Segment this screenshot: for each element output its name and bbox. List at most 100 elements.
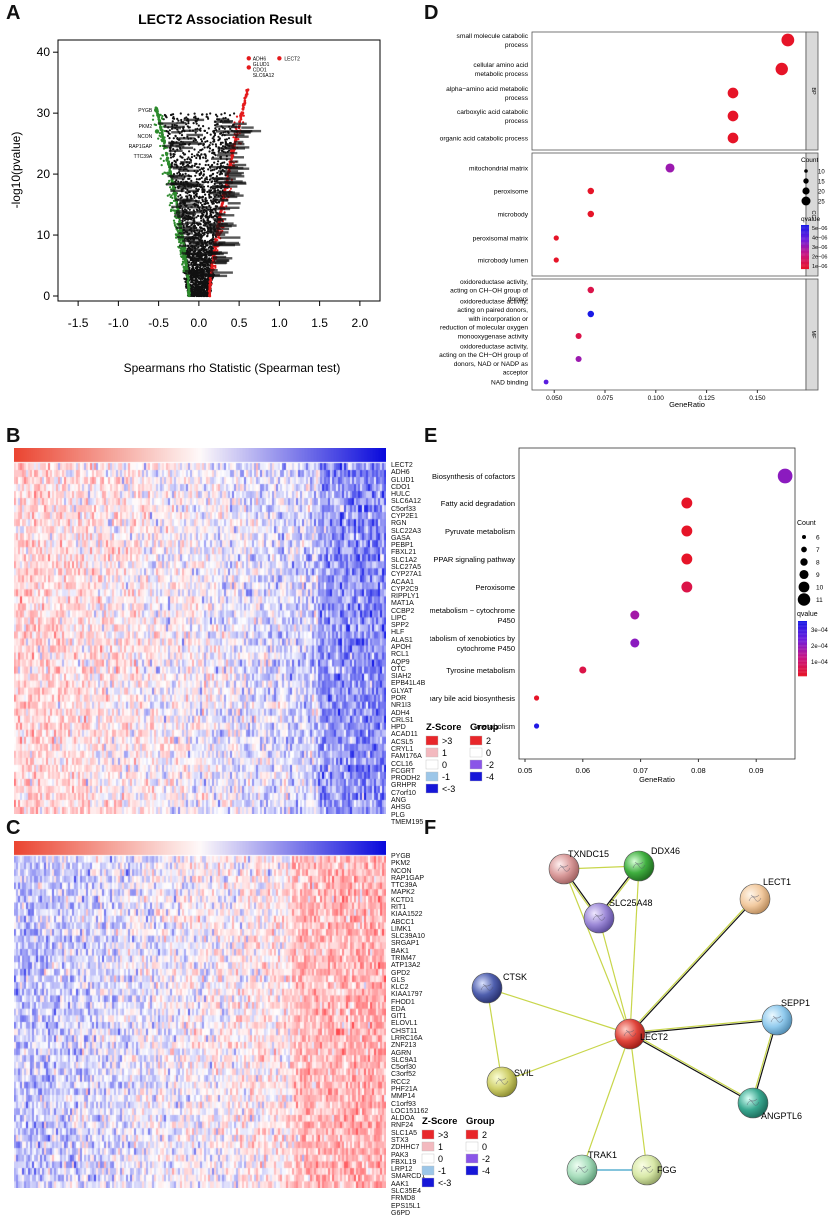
network-edge bbox=[501, 1033, 631, 1083]
volcano-point bbox=[172, 173, 176, 176]
volcano-label-clutter bbox=[212, 233, 226, 236]
volcano-point bbox=[201, 293, 204, 296]
volcano-point bbox=[172, 137, 175, 140]
volcano-label-clutter bbox=[213, 120, 231, 123]
volcano-point bbox=[184, 278, 187, 281]
volcano-point bbox=[184, 280, 187, 283]
go-q-label: 4e−06 bbox=[812, 236, 827, 242]
volcano-point bbox=[195, 122, 198, 125]
volcano-point bbox=[207, 208, 210, 211]
heatmap-gene-label: PKM2 bbox=[391, 860, 411, 868]
volcano-sig-pos bbox=[241, 108, 245, 111]
kegg-q-gradient-band bbox=[798, 652, 807, 654]
volcano-point bbox=[214, 127, 217, 130]
network-node-ctsk[interactable]: CTSK bbox=[471, 972, 527, 1004]
volcano-point bbox=[183, 208, 187, 211]
go-term-label: monooxygenase activity bbox=[458, 334, 529, 341]
go-term-label: donors bbox=[508, 296, 529, 303]
heatmap-gene-label: PEBP1 bbox=[391, 542, 414, 550]
network-node-fgg[interactable]: FGG bbox=[631, 1154, 677, 1186]
network-node-lect2[interactable]: LECT2 bbox=[614, 1018, 668, 1050]
volcano-point bbox=[188, 150, 191, 153]
network-edge bbox=[581, 1033, 631, 1171]
heatmap-gene-label: GASA bbox=[391, 534, 411, 542]
volcano-label-clutter bbox=[187, 237, 199, 240]
volcano-label-clutter bbox=[178, 169, 200, 172]
kegg-term-label: cytochrome P450 bbox=[457, 644, 515, 653]
go-q-gradient-band bbox=[801, 255, 809, 257]
heatmap-gene-label: CYP27A1 bbox=[391, 571, 422, 579]
zscore-label: -1 bbox=[438, 1166, 446, 1176]
zscore-swatch bbox=[421, 1165, 435, 1176]
go-facet-strip bbox=[805, 31, 819, 151]
volcano-point bbox=[200, 287, 203, 290]
volcano-sig-neg bbox=[182, 249, 186, 253]
volcano-point bbox=[197, 294, 200, 297]
volcano-point bbox=[221, 149, 224, 152]
volcano-point bbox=[185, 116, 188, 119]
kegg-term-label: PPAR signaling pathway bbox=[433, 555, 515, 564]
heatmap-gene-label: ADH6 bbox=[391, 469, 410, 477]
volcano-y-tick-label: 10 bbox=[37, 228, 51, 242]
kegg-q-gradient-band bbox=[798, 646, 807, 648]
network-node-ddx46[interactable]: DDX46 bbox=[623, 846, 680, 882]
network-node-angptl6[interactable]: ANGPTL6 bbox=[737, 1087, 802, 1121]
kegg-x-tick-label: 0.09 bbox=[749, 766, 764, 775]
go-x-tick-label: 0.150 bbox=[749, 395, 766, 402]
network-node-structure bbox=[575, 1165, 589, 1173]
network-node-txndc15[interactable]: TXNDC15 bbox=[548, 849, 609, 885]
volcano-label-clutter bbox=[215, 212, 226, 216]
go-q-gradient-band bbox=[801, 232, 809, 234]
heatmap-gene-label: AQP9 bbox=[391, 658, 410, 666]
heatmap-gene-label: AAK1 bbox=[391, 1180, 409, 1188]
kegg-q-gradient-band bbox=[798, 631, 807, 633]
go-q-label: 3e−06 bbox=[812, 245, 827, 251]
volcano-x-tick-label: -1.5 bbox=[68, 316, 89, 330]
go-q-gradient-band bbox=[801, 265, 809, 267]
go-dot bbox=[727, 110, 739, 122]
heatmap-gene-label: BAK1 bbox=[391, 947, 409, 955]
volcano-point bbox=[164, 114, 167, 117]
volcano-point bbox=[179, 194, 182, 197]
network-node-slc25a48[interactable]: SLC25A48 bbox=[583, 898, 653, 934]
network-node-svil[interactable]: SVIL bbox=[486, 1066, 534, 1098]
volcano-label-clutter bbox=[220, 199, 229, 202]
volcano-point bbox=[211, 202, 214, 205]
volcano-label-clutter bbox=[183, 228, 202, 232]
volcano-point bbox=[176, 172, 179, 175]
volcano-point bbox=[188, 242, 191, 245]
volcano-sig-pos bbox=[208, 287, 212, 290]
kegg-q-gradient-band bbox=[798, 671, 807, 673]
volcano-point bbox=[192, 260, 195, 264]
volcano-point bbox=[194, 115, 197, 118]
volcano-label-clutter bbox=[215, 125, 238, 128]
network-node-lect1[interactable]: LECT1 bbox=[739, 877, 791, 915]
network-node-sepp1[interactable]: SEPP1 bbox=[761, 998, 810, 1036]
go-dot bbox=[781, 33, 795, 47]
heatmap-gene-label: ACAA1 bbox=[391, 578, 414, 586]
volcano-label-clutter bbox=[170, 189, 185, 192]
volcano-label-clutter bbox=[232, 163, 247, 167]
go-q-gradient-band bbox=[801, 242, 809, 244]
heatmap-gene-label: CRYL1 bbox=[391, 745, 414, 753]
go-term-label: NAD binding bbox=[491, 380, 528, 387]
volcano-point bbox=[207, 117, 210, 120]
volcano-point bbox=[203, 281, 206, 284]
volcano-point bbox=[221, 145, 225, 148]
volcano-point bbox=[193, 224, 196, 227]
kegg-q-gradient-band bbox=[798, 624, 807, 626]
volcano-point bbox=[188, 194, 191, 197]
go-count-dot bbox=[801, 196, 811, 206]
volcano-point bbox=[202, 245, 205, 248]
volcano-point bbox=[207, 222, 210, 225]
go-q-gradient-band bbox=[801, 225, 809, 227]
volcano-label-clutter bbox=[179, 244, 201, 248]
kegg-q-gradient-band bbox=[798, 669, 807, 671]
volcano-label-clutter bbox=[227, 185, 238, 188]
network-edge bbox=[629, 1017, 777, 1034]
network-node-trak1[interactable]: TRAK1 bbox=[566, 1150, 617, 1186]
volcano-neg-gene-label: PYGB bbox=[138, 108, 153, 114]
heatmap-gene-label: ANG bbox=[391, 796, 407, 804]
volcano-point bbox=[198, 163, 201, 166]
go-dot bbox=[587, 286, 595, 294]
